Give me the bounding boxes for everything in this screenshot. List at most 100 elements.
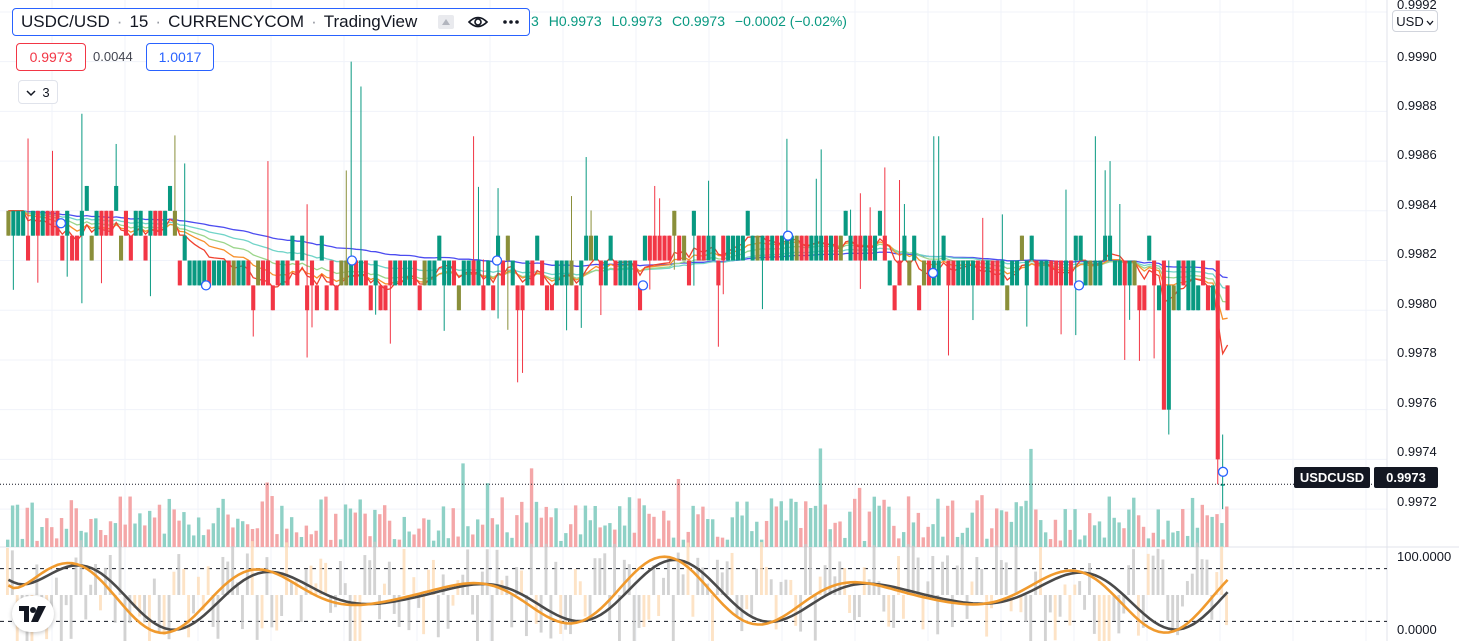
oscillator-histogram-bar [671,595,675,641]
legend-interval[interactable]: 15 [129,12,149,31]
price-axis-label: 0.9990 [1397,49,1437,64]
tradingview-logo-icon[interactable] [12,596,54,632]
candle-body [207,260,212,286]
oscillator-histogram-bar [711,595,714,641]
candle-body [1137,285,1142,311]
oscillator-histogram-bar [1068,595,1072,626]
indicators-toggle-button[interactable]: 3 [18,80,58,104]
oscillator-histogram-bar [1220,546,1224,595]
volume-bar [994,508,999,547]
volume-bar [848,511,852,547]
market-closed-icon[interactable] [437,13,455,31]
volume-bar [1004,511,1009,547]
candle-body [6,210,11,236]
candle-body [163,210,168,236]
candle-body [11,210,16,236]
moving-average-line [8,210,1228,303]
oscillator-histogram-bar [177,554,181,595]
candle-body [398,260,403,286]
candle-body [510,260,515,286]
oscillator-histogram-bar [216,595,220,639]
oscillator-histogram-bar [946,555,949,595]
legend-symbol[interactable]: USDC/USD [21,12,110,31]
candle-body [256,260,261,286]
volume-bar [916,512,921,547]
eye-icon[interactable] [467,13,489,31]
oscillator-histogram-bar [799,595,803,632]
volume-bar [784,520,788,547]
oscillator-histogram-bar [960,544,964,595]
candle-body [402,260,408,286]
volume-bar [593,506,597,547]
symbol-legend[interactable]: USDC/USD · 15 · CURRENCYCOM · TradingVie… [12,8,530,36]
candle-body [735,235,740,261]
oscillator-histogram-bar [1024,595,1028,622]
volume-bar [975,500,979,547]
volume-bar [192,535,196,547]
candle-body [921,260,927,286]
oscillator-histogram-bar [936,595,940,635]
candle-body [295,260,300,286]
volume-bar [485,483,490,547]
ohlc-open-tail: 3 [531,13,539,29]
volume-bar [1019,506,1023,547]
volume-bar [226,514,230,547]
buy-button[interactable]: 1.0017 [146,43,214,71]
volume-bar [774,506,779,547]
candle-body [16,210,21,236]
candle-body [838,235,843,261]
oscillator-histogram-bar [965,595,969,619]
volume-bar [250,529,255,547]
more-options-icon[interactable] [501,13,521,31]
oscillator-histogram-bar [226,561,230,595]
oscillator-histogram-bar [201,595,205,611]
candle-body [584,235,589,261]
oscillator-histogram-bar [882,595,886,612]
oscillator-histogram-bar [348,595,352,641]
oscillator-histogram-bar [1127,565,1131,595]
volume-bar [965,527,970,547]
volume-bar [343,504,348,547]
volume-bar [123,524,127,547]
volume-bar [167,498,171,547]
volume-bar [1039,520,1043,547]
volume-bar [652,516,656,547]
candle-body [172,210,177,236]
candle-body [158,210,163,236]
volume-bar [813,505,818,547]
volume-bar [564,533,568,547]
oscillator-histogram-bar [657,595,661,617]
candle-body [637,285,643,311]
candle-body [1014,260,1020,286]
oscillator-histogram-bar [74,557,78,595]
currency-select[interactable]: USD [1392,10,1438,32]
oscillator-histogram-bar [892,595,896,628]
candle-body [647,235,652,261]
volume-bar [720,537,725,547]
candle-body [1201,260,1206,286]
candle-body [50,210,55,236]
volume-bar [206,529,211,547]
volume-bar [901,532,906,547]
candle-body [500,260,505,286]
trade-marker-icon [346,255,358,266]
candle-body [79,210,84,236]
volume-bar [1151,532,1156,547]
volume-bar [838,521,842,547]
volume-bar [304,525,309,547]
volume-bar [936,498,940,547]
oscillator-histogram-bar [270,595,274,628]
volume-bar [524,522,529,547]
volume-bar [187,524,191,547]
volume-bar [280,505,284,547]
candle-body [662,235,667,261]
sell-button[interactable]: 0.9973 [16,43,86,71]
candle-body [393,260,398,286]
oscillator-histogram-bar [510,595,514,628]
candle-body [740,235,745,261]
volume-bar [505,532,509,547]
candle-body [970,260,976,286]
candle-body [197,260,202,286]
